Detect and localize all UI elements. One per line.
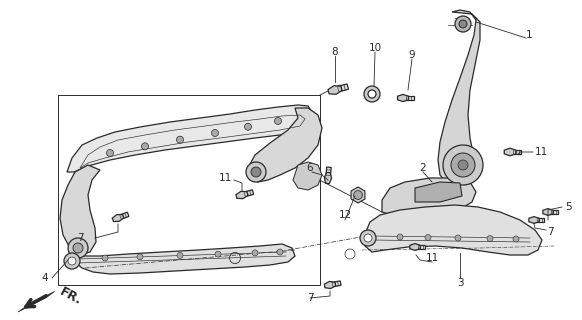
Text: 8: 8	[332, 47, 338, 57]
Polygon shape	[293, 162, 322, 190]
Polygon shape	[248, 108, 322, 182]
Polygon shape	[242, 190, 254, 197]
Polygon shape	[415, 245, 425, 249]
Circle shape	[364, 86, 380, 102]
Polygon shape	[351, 187, 365, 203]
Polygon shape	[236, 191, 248, 199]
Circle shape	[277, 249, 283, 255]
Text: 12: 12	[338, 210, 352, 220]
Polygon shape	[382, 178, 476, 215]
Circle shape	[177, 252, 183, 259]
Polygon shape	[403, 96, 414, 100]
Circle shape	[137, 254, 143, 260]
Circle shape	[244, 123, 251, 130]
Circle shape	[73, 243, 83, 253]
Text: 5: 5	[565, 202, 572, 212]
Circle shape	[360, 230, 376, 246]
Circle shape	[176, 136, 183, 143]
Polygon shape	[112, 214, 124, 221]
Polygon shape	[543, 209, 553, 215]
Text: 1: 1	[526, 30, 533, 40]
Text: 11: 11	[535, 147, 548, 157]
Polygon shape	[334, 84, 349, 93]
Polygon shape	[329, 281, 341, 287]
Text: 11: 11	[425, 253, 439, 263]
Text: 9: 9	[409, 50, 416, 60]
Polygon shape	[117, 212, 129, 220]
Circle shape	[211, 130, 218, 137]
Circle shape	[458, 160, 468, 170]
Text: 7: 7	[547, 227, 553, 237]
Polygon shape	[504, 148, 516, 156]
Circle shape	[443, 145, 483, 185]
Circle shape	[68, 257, 76, 265]
Polygon shape	[438, 10, 480, 188]
Polygon shape	[324, 282, 336, 289]
Circle shape	[102, 255, 108, 261]
Circle shape	[368, 90, 376, 98]
Circle shape	[513, 236, 519, 242]
Polygon shape	[410, 244, 420, 250]
Circle shape	[107, 149, 113, 156]
Circle shape	[141, 143, 148, 150]
Polygon shape	[365, 205, 542, 255]
Circle shape	[487, 236, 493, 242]
Text: 7: 7	[77, 233, 83, 243]
Text: 7: 7	[307, 293, 314, 303]
Polygon shape	[60, 165, 100, 255]
Text: FR.: FR.	[57, 285, 84, 307]
Polygon shape	[70, 244, 295, 274]
Polygon shape	[398, 94, 409, 101]
Circle shape	[354, 191, 363, 199]
Polygon shape	[18, 292, 55, 312]
Circle shape	[215, 251, 221, 257]
Text: 11: 11	[218, 173, 232, 183]
Circle shape	[246, 162, 266, 182]
Text: 4: 4	[41, 273, 48, 283]
Circle shape	[455, 16, 471, 32]
Circle shape	[364, 234, 372, 242]
Polygon shape	[510, 150, 521, 154]
Circle shape	[397, 234, 403, 240]
Polygon shape	[548, 210, 558, 214]
Polygon shape	[415, 182, 462, 202]
Text: 10: 10	[368, 43, 382, 53]
Circle shape	[455, 235, 461, 241]
Circle shape	[252, 250, 258, 256]
Polygon shape	[529, 217, 539, 223]
Polygon shape	[67, 105, 312, 172]
Polygon shape	[328, 86, 342, 94]
Polygon shape	[534, 218, 544, 222]
Circle shape	[251, 167, 261, 177]
Text: 3: 3	[457, 278, 463, 288]
Polygon shape	[326, 167, 331, 178]
Text: 2: 2	[420, 163, 426, 173]
Circle shape	[64, 253, 80, 269]
Circle shape	[68, 238, 88, 258]
Circle shape	[275, 117, 282, 124]
Circle shape	[425, 235, 431, 241]
Circle shape	[451, 153, 475, 177]
Circle shape	[459, 20, 467, 28]
Polygon shape	[324, 172, 332, 184]
Text: 6: 6	[307, 163, 313, 173]
